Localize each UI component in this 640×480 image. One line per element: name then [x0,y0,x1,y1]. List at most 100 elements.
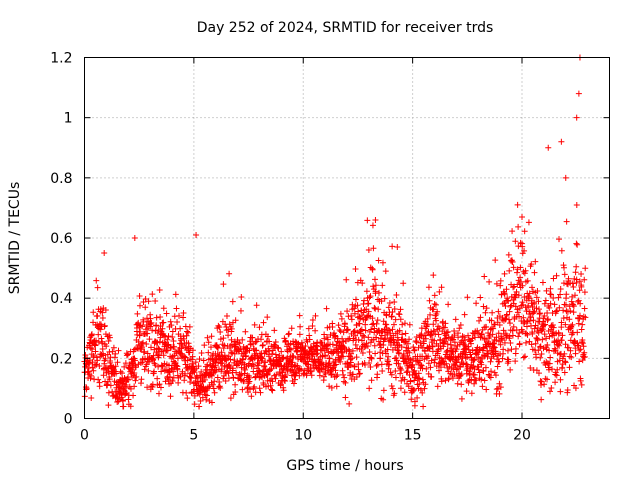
data-point [558,319,565,326]
data-point [386,327,393,334]
data-point [546,347,553,354]
data-point [290,353,297,360]
x-tick-label: 0 [80,428,89,444]
data-point [269,387,276,394]
data-point [101,250,108,257]
data-point [206,383,213,390]
data-point [536,343,543,350]
data-point [398,367,405,374]
data-point [359,280,366,287]
data-point [365,334,372,341]
data-point [414,394,421,401]
data-point [155,327,162,334]
data-point [287,346,294,353]
data-point [359,349,366,356]
data-point [570,301,577,308]
data-point [180,309,187,316]
data-point [214,374,221,381]
data-point [352,296,359,303]
data-point [574,241,581,248]
data-point [459,333,466,340]
data-point [372,282,379,289]
data-point [395,310,402,317]
data-point [570,284,577,291]
data-point [95,376,102,383]
data-point [358,326,365,333]
data-point [573,263,580,270]
data-point [581,353,588,360]
data-point [573,114,580,121]
data-point [344,308,351,315]
data-point [415,374,422,381]
data-point [229,350,236,357]
data-point [569,280,576,287]
data-point [356,320,363,327]
data-point [509,228,516,235]
data-point [531,325,538,332]
data-point [184,328,191,335]
data-point [188,356,195,363]
data-point [298,366,305,373]
y-tick-labels: 0 0.2 0.4 0.6 0.8 1 1.2 [50,51,72,428]
data-point [272,339,279,346]
data-point [496,322,503,329]
data-point [356,370,363,377]
data-point [198,368,205,375]
data-point [101,322,108,329]
data-point [383,321,390,328]
data-point [160,319,167,326]
data-point [189,353,196,360]
data-point [225,353,232,360]
data-point [548,385,555,392]
data-point [573,202,580,209]
data-point [146,336,153,343]
data-point [430,328,437,335]
data-point [120,398,127,404]
data-point [238,294,245,301]
data-point [578,271,585,278]
data-point [369,321,376,328]
data-point [521,228,528,235]
data-point [401,389,408,396]
data-point [483,305,490,312]
y-tick-label: 0.6 [50,231,72,247]
data-point [478,330,485,337]
data-point [487,326,494,333]
data-point [512,358,519,365]
data-point [220,281,227,288]
data-point [214,344,221,351]
data-point [169,328,176,335]
data-point [253,347,260,354]
data-point [535,347,542,354]
data-point [574,342,581,349]
data-point [422,335,429,342]
data-point [374,371,381,378]
data-point [458,395,465,402]
data-point [371,342,378,349]
data-point [131,235,138,241]
data-point [375,289,382,296]
data-point [165,333,172,340]
data-point [107,382,114,389]
data-point [527,365,534,372]
data-point [238,371,245,378]
data-point [437,364,444,371]
data-point [250,368,257,375]
data-point [211,389,218,396]
data-point [132,364,139,371]
data-point [442,332,449,339]
data-point [540,322,547,329]
data-point [514,306,521,313]
data-point [205,339,212,346]
data-point [490,325,497,332]
data-point [228,325,235,332]
data-point [406,321,413,328]
data-point [132,377,139,384]
data-point [366,385,373,392]
data-point [557,376,564,383]
data-point [99,340,106,347]
data-point [410,344,417,351]
data-point [226,321,233,328]
data-point [519,243,526,250]
axis-ticks [84,57,610,419]
